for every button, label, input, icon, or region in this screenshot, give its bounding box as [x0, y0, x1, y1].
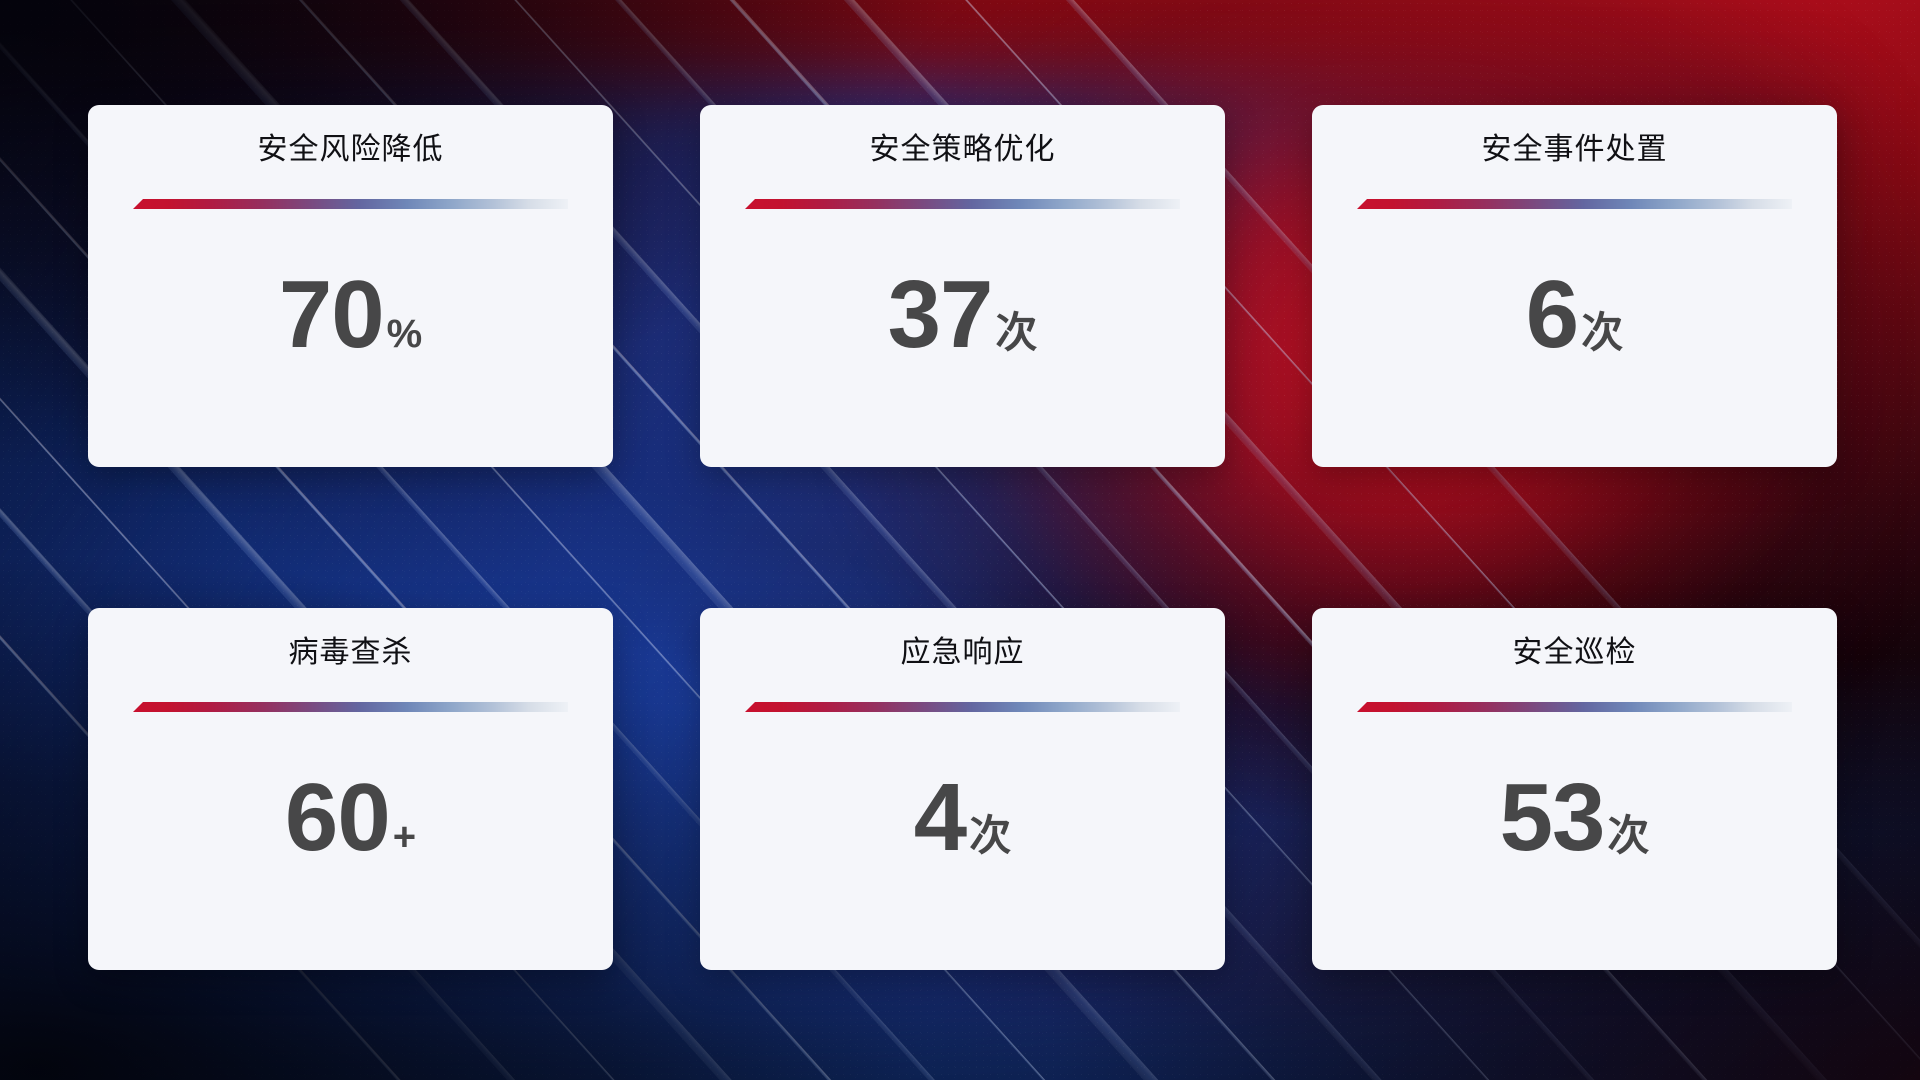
metric-card-title: 安全事件处置 [1481, 133, 1668, 166]
metric-unit: 次 [995, 309, 1038, 356]
metric-value: 53 [1499, 764, 1606, 871]
metric-value: 60 [284, 764, 391, 871]
metric-unit: 次 [969, 812, 1012, 859]
metric-value-row: 37 次 [700, 267, 1225, 363]
metric-card-divider [133, 702, 568, 712]
metric-card-title: 安全风险降低 [257, 133, 444, 166]
metric-card-divider [133, 199, 568, 209]
metric-card[interactable]: 安全风险降低 70 % [88, 105, 613, 467]
metric-value: 37 [887, 261, 994, 368]
metric-value-row: 70 % [88, 267, 613, 363]
metric-value: 6 [1525, 261, 1579, 368]
metric-value-row: 60 + [88, 770, 613, 866]
metric-value: 4 [913, 764, 967, 871]
metric-value-row: 53 次 [1312, 770, 1837, 866]
metric-card-grid: 安全风险降低 70 % 安全策略优化 37 次 安全事件处置 [88, 105, 1837, 970]
metric-unit: 次 [1581, 309, 1624, 356]
metric-card-title: 病毒查杀 [288, 636, 413, 669]
metric-card-divider [745, 199, 1180, 209]
gradient-rule [745, 199, 1180, 209]
metric-card-divider [745, 702, 1180, 712]
gradient-rule [745, 702, 1180, 712]
metric-value: 70 [278, 261, 385, 368]
gradient-rule [1357, 199, 1792, 209]
metric-card-title: 应急响应 [900, 636, 1025, 669]
metric-card[interactable]: 应急响应 4 次 [700, 608, 1225, 970]
metric-card[interactable]: 安全事件处置 6 次 [1312, 105, 1837, 467]
metric-value-row: 6 次 [1312, 267, 1837, 363]
metric-card-title: 安全巡检 [1512, 636, 1637, 669]
metric-card-divider [1357, 702, 1792, 712]
metric-unit: % [386, 312, 423, 356]
metric-value-row: 4 次 [700, 770, 1225, 866]
metric-card-title: 安全策略优化 [869, 133, 1056, 166]
gradient-rule [133, 199, 568, 209]
gradient-rule [133, 702, 568, 712]
metric-unit: 次 [1607, 812, 1650, 859]
metric-card-divider [1357, 199, 1792, 209]
metric-card[interactable]: 病毒查杀 60 + [88, 608, 613, 970]
metric-card[interactable]: 安全策略优化 37 次 [700, 105, 1225, 467]
metric-card[interactable]: 安全巡检 53 次 [1312, 608, 1837, 970]
gradient-rule [1357, 702, 1792, 712]
metric-unit: + [392, 815, 417, 859]
